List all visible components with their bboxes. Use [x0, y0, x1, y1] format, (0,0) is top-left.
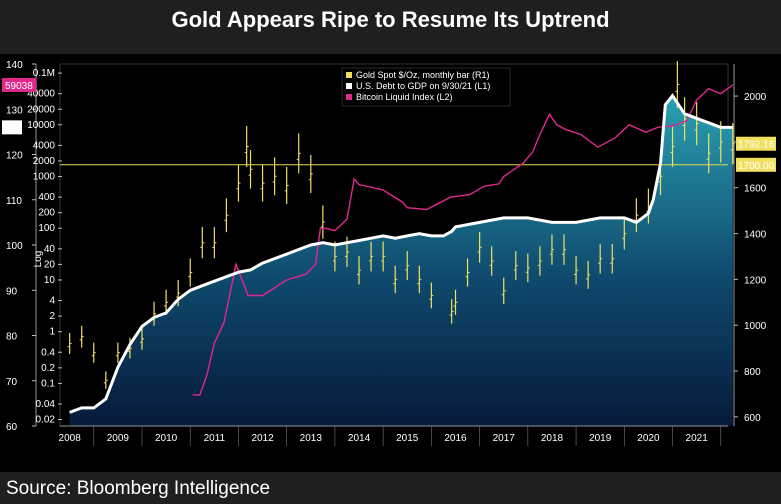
x-tick-label: 2021 — [686, 433, 709, 444]
x-tick-label: 2010 — [155, 433, 178, 444]
l1-tick-label: 90 — [6, 286, 18, 297]
debt-value-badge — [2, 120, 22, 135]
left-axis-l1: 140 130 120 110 100 90 80 70 60 — [6, 60, 36, 433]
x-tick-label: 2019 — [589, 433, 612, 444]
x-tick-label: 2020 — [637, 433, 660, 444]
legend-entry: Gold Spot $/Oz, monthly bar (R1) — [356, 70, 490, 80]
x-tick-label: 2009 — [107, 433, 130, 444]
l2-tick-label: 1000 — [33, 172, 56, 183]
x-tick-label: 2008 — [59, 433, 82, 444]
l1-tick-label: 130 — [6, 105, 23, 116]
l2-tick-label: 2000 — [33, 156, 56, 167]
l2-tick-label: 0.02 — [36, 415, 56, 426]
legend-swatch — [346, 83, 352, 89]
legend-entry: U.S. Debt to GDP on 9/30/21 (L1) — [356, 81, 490, 91]
r1-tick-label: 800 — [744, 367, 761, 378]
x-tick-label: 2017 — [493, 433, 516, 444]
legend-swatch — [346, 94, 352, 100]
chart-title: Gold Appears Ripe to Resume Its Uptrend — [171, 7, 610, 32]
l2-tick-label: 4000 — [33, 140, 56, 151]
gold-value-badge — [736, 136, 776, 151]
r1-tick-label: 1200 — [744, 275, 767, 286]
x-tick-label: 2018 — [541, 433, 564, 444]
l1-tick-label: 140 — [6, 60, 23, 71]
l2-tick-label: 0.4 — [41, 347, 55, 358]
reference-value-label: 1700.00 — [738, 161, 775, 172]
legend-entry: Bitcoin Liquid Index (L2) — [356, 92, 453, 102]
l2-axis-label: Log — [33, 251, 44, 268]
l2-tick-label: 100 — [38, 223, 55, 234]
bitcoin-line — [192, 84, 734, 396]
debt-to-gdp-line — [69, 93, 733, 414]
l1-tick-label: 120 — [6, 151, 23, 162]
debt-value-label: 125 — [4, 123, 21, 134]
l2-tick-label: 20000 — [27, 104, 55, 115]
l2-tick-label: 4 — [49, 296, 55, 307]
l2-tick-label: 1 — [49, 327, 55, 338]
legend-swatch — [346, 72, 352, 78]
l1-tick-label: 70 — [6, 377, 18, 388]
l2-tick-label: 0.1 — [41, 378, 55, 389]
l2-tick-label: 2 — [49, 311, 55, 322]
source-note: Source: Bloomberg Intelligence — [6, 478, 271, 499]
left-axis-l2: 0.1M400002000010000400020001000400200100… — [27, 68, 62, 426]
btc-value-badge — [2, 77, 36, 92]
legend-box — [341, 67, 511, 107]
l2-tick-label: 10000 — [27, 120, 55, 131]
r1-tick-label: 1400 — [744, 230, 767, 241]
value-labels: 59038 125 1792.16 1700.00 — [2, 77, 776, 172]
l1-tick-label: 100 — [6, 241, 23, 252]
chart-area: 140 130 120 110 100 90 80 70 60 0.1M 40000 20000 10… — [0, 54, 781, 472]
x-tick-label: 2014 — [348, 433, 371, 444]
gold-series — [67, 61, 735, 389]
x-tick-label: 2015 — [396, 433, 419, 444]
l2-tick-label: 0.1M — [33, 68, 55, 79]
gold-value-label: 1792.16 — [738, 140, 775, 151]
x-tick-label: 2013 — [300, 433, 323, 444]
legend: Gold Spot $/Oz, monthly bar (R1)U.S. Deb… — [341, 67, 511, 107]
l2-tick-label: 20 — [44, 259, 56, 270]
x-tick-label: 2011 — [204, 433, 226, 444]
l2-tick-label: 0.2 — [41, 363, 55, 374]
l2-tick-label: 40 — [44, 244, 56, 255]
x-axis: 2008 2009 2010 2011 2012 2013 2014 2015 2016 2017… — [59, 425, 728, 446]
l2-tick-label: 40000 — [27, 89, 55, 100]
r1-tick-label: 1000 — [744, 321, 767, 332]
l1-tick-label: 60 — [6, 422, 18, 433]
r1-tick-label: 2000 — [744, 92, 767, 103]
l1-tick-label: 80 — [6, 332, 18, 343]
x-tick-label: 2016 — [444, 433, 467, 444]
r1-tick-label: 1600 — [744, 184, 767, 195]
debt-to-gdp-area — [69, 95, 733, 426]
r1-tick-label: 600 — [744, 413, 761, 424]
l2-tick-label: 400 — [38, 192, 55, 203]
l1-tick-label: 110 — [6, 196, 22, 207]
x-tick-label: 2012 — [251, 433, 274, 444]
l2-tick-label: 10 — [44, 275, 56, 286]
reference-value-badge — [736, 157, 776, 172]
l2-tick-label: 200 — [38, 208, 55, 219]
btc-value-label: 59038 — [5, 81, 33, 92]
l2-tick-label: 0.04 — [36, 399, 56, 410]
